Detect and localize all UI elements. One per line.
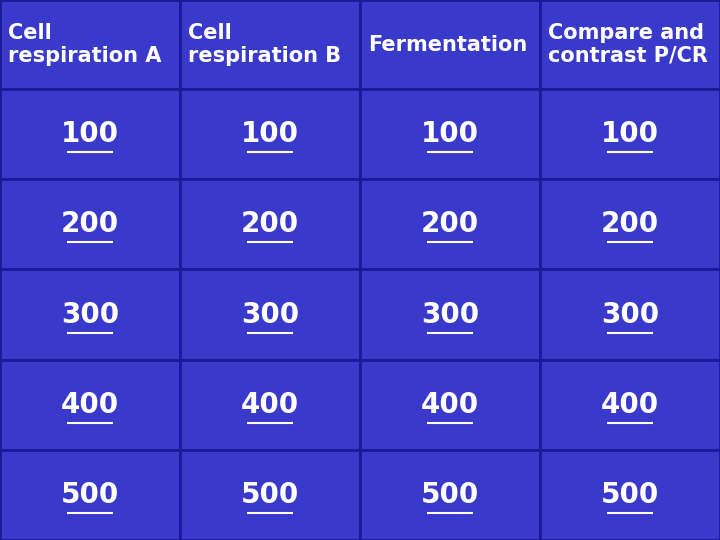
Text: 500: 500: [241, 481, 299, 509]
Bar: [0, 89, 180, 179]
Bar: [180, 269, 360, 360]
Bar: [360, 450, 540, 540]
Text: 400: 400: [421, 391, 479, 418]
Bar: [180, 360, 360, 450]
Text: 500: 500: [61, 481, 119, 509]
Bar: [540, 450, 720, 540]
Text: 300: 300: [421, 301, 479, 328]
Bar: [180, 179, 360, 269]
Bar: [180, 89, 360, 179]
Bar: [540, 179, 720, 269]
Text: Cell
respiration A: Cell respiration A: [8, 23, 161, 66]
Text: Fermentation: Fermentation: [368, 35, 527, 55]
Bar: [360, 179, 540, 269]
Text: 200: 200: [601, 211, 659, 238]
Text: 100: 100: [421, 120, 479, 148]
Text: 100: 100: [601, 120, 659, 148]
Bar: [540, 360, 720, 450]
Bar: [0, 179, 180, 269]
Text: 100: 100: [241, 120, 299, 148]
Text: 400: 400: [241, 391, 299, 418]
Text: 300: 300: [241, 301, 299, 328]
Text: 200: 200: [241, 211, 299, 238]
Bar: [540, 89, 720, 179]
Bar: [540, 269, 720, 360]
Bar: [360, 89, 540, 179]
Bar: [0, 269, 180, 360]
Bar: [0, 450, 180, 540]
Text: 300: 300: [61, 301, 119, 328]
Text: 300: 300: [601, 301, 659, 328]
Text: 200: 200: [421, 211, 479, 238]
Text: 400: 400: [61, 391, 119, 418]
Bar: [180, 450, 360, 540]
Text: Cell
respiration B: Cell respiration B: [188, 23, 341, 66]
Bar: [360, 0, 540, 89]
Text: 500: 500: [601, 481, 659, 509]
Bar: [0, 360, 180, 450]
Text: 500: 500: [421, 481, 479, 509]
Text: 200: 200: [61, 211, 119, 238]
Text: 400: 400: [601, 391, 659, 418]
Text: Compare and
contrast P/CR: Compare and contrast P/CR: [548, 23, 708, 66]
Bar: [360, 360, 540, 450]
Bar: [540, 0, 720, 89]
Bar: [360, 269, 540, 360]
Bar: [180, 0, 360, 89]
Text: 100: 100: [61, 120, 119, 148]
Bar: [0, 0, 180, 89]
